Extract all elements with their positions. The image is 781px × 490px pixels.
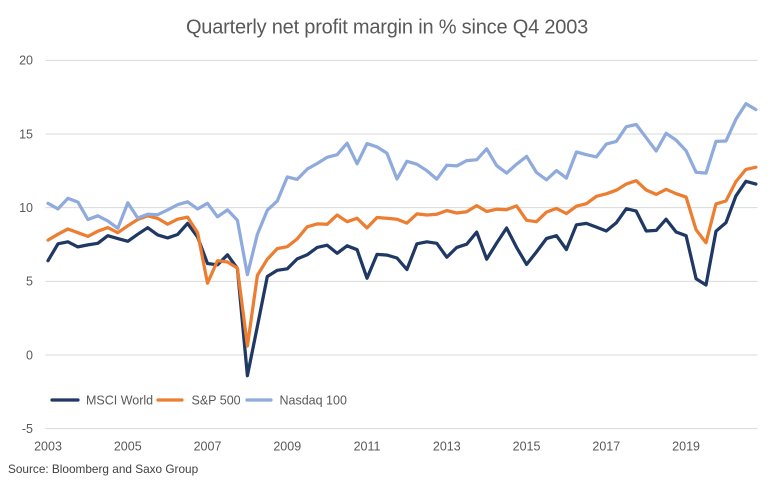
svg-text:10: 10 [19,201,33,215]
svg-text:20: 20 [19,54,33,68]
svg-text:2017: 2017 [592,440,620,454]
svg-text:2019: 2019 [672,440,700,454]
svg-text:2013: 2013 [433,440,461,454]
svg-text:MSCI World: MSCI World [86,393,153,407]
svg-text:5: 5 [26,275,33,289]
svg-text:2005: 2005 [114,440,142,454]
svg-text:Quarterly net profit margin in: Quarterly net profit margin in % since Q… [186,17,588,39]
svg-text:2007: 2007 [194,440,222,454]
svg-text:2015: 2015 [513,440,541,454]
svg-text:0: 0 [26,348,33,362]
svg-text:15: 15 [19,127,33,141]
svg-text:Source: Bloomberg and Saxo Gro: Source: Bloomberg and Saxo Group [8,462,199,476]
svg-text:2011: 2011 [354,440,381,454]
svg-text:S&P 500: S&P 500 [192,393,241,407]
svg-text:-5: -5 [22,422,33,436]
svg-text:2003: 2003 [34,440,62,454]
svg-text:2009: 2009 [273,440,301,454]
svg-text:Nasdaq 100: Nasdaq 100 [280,393,347,407]
